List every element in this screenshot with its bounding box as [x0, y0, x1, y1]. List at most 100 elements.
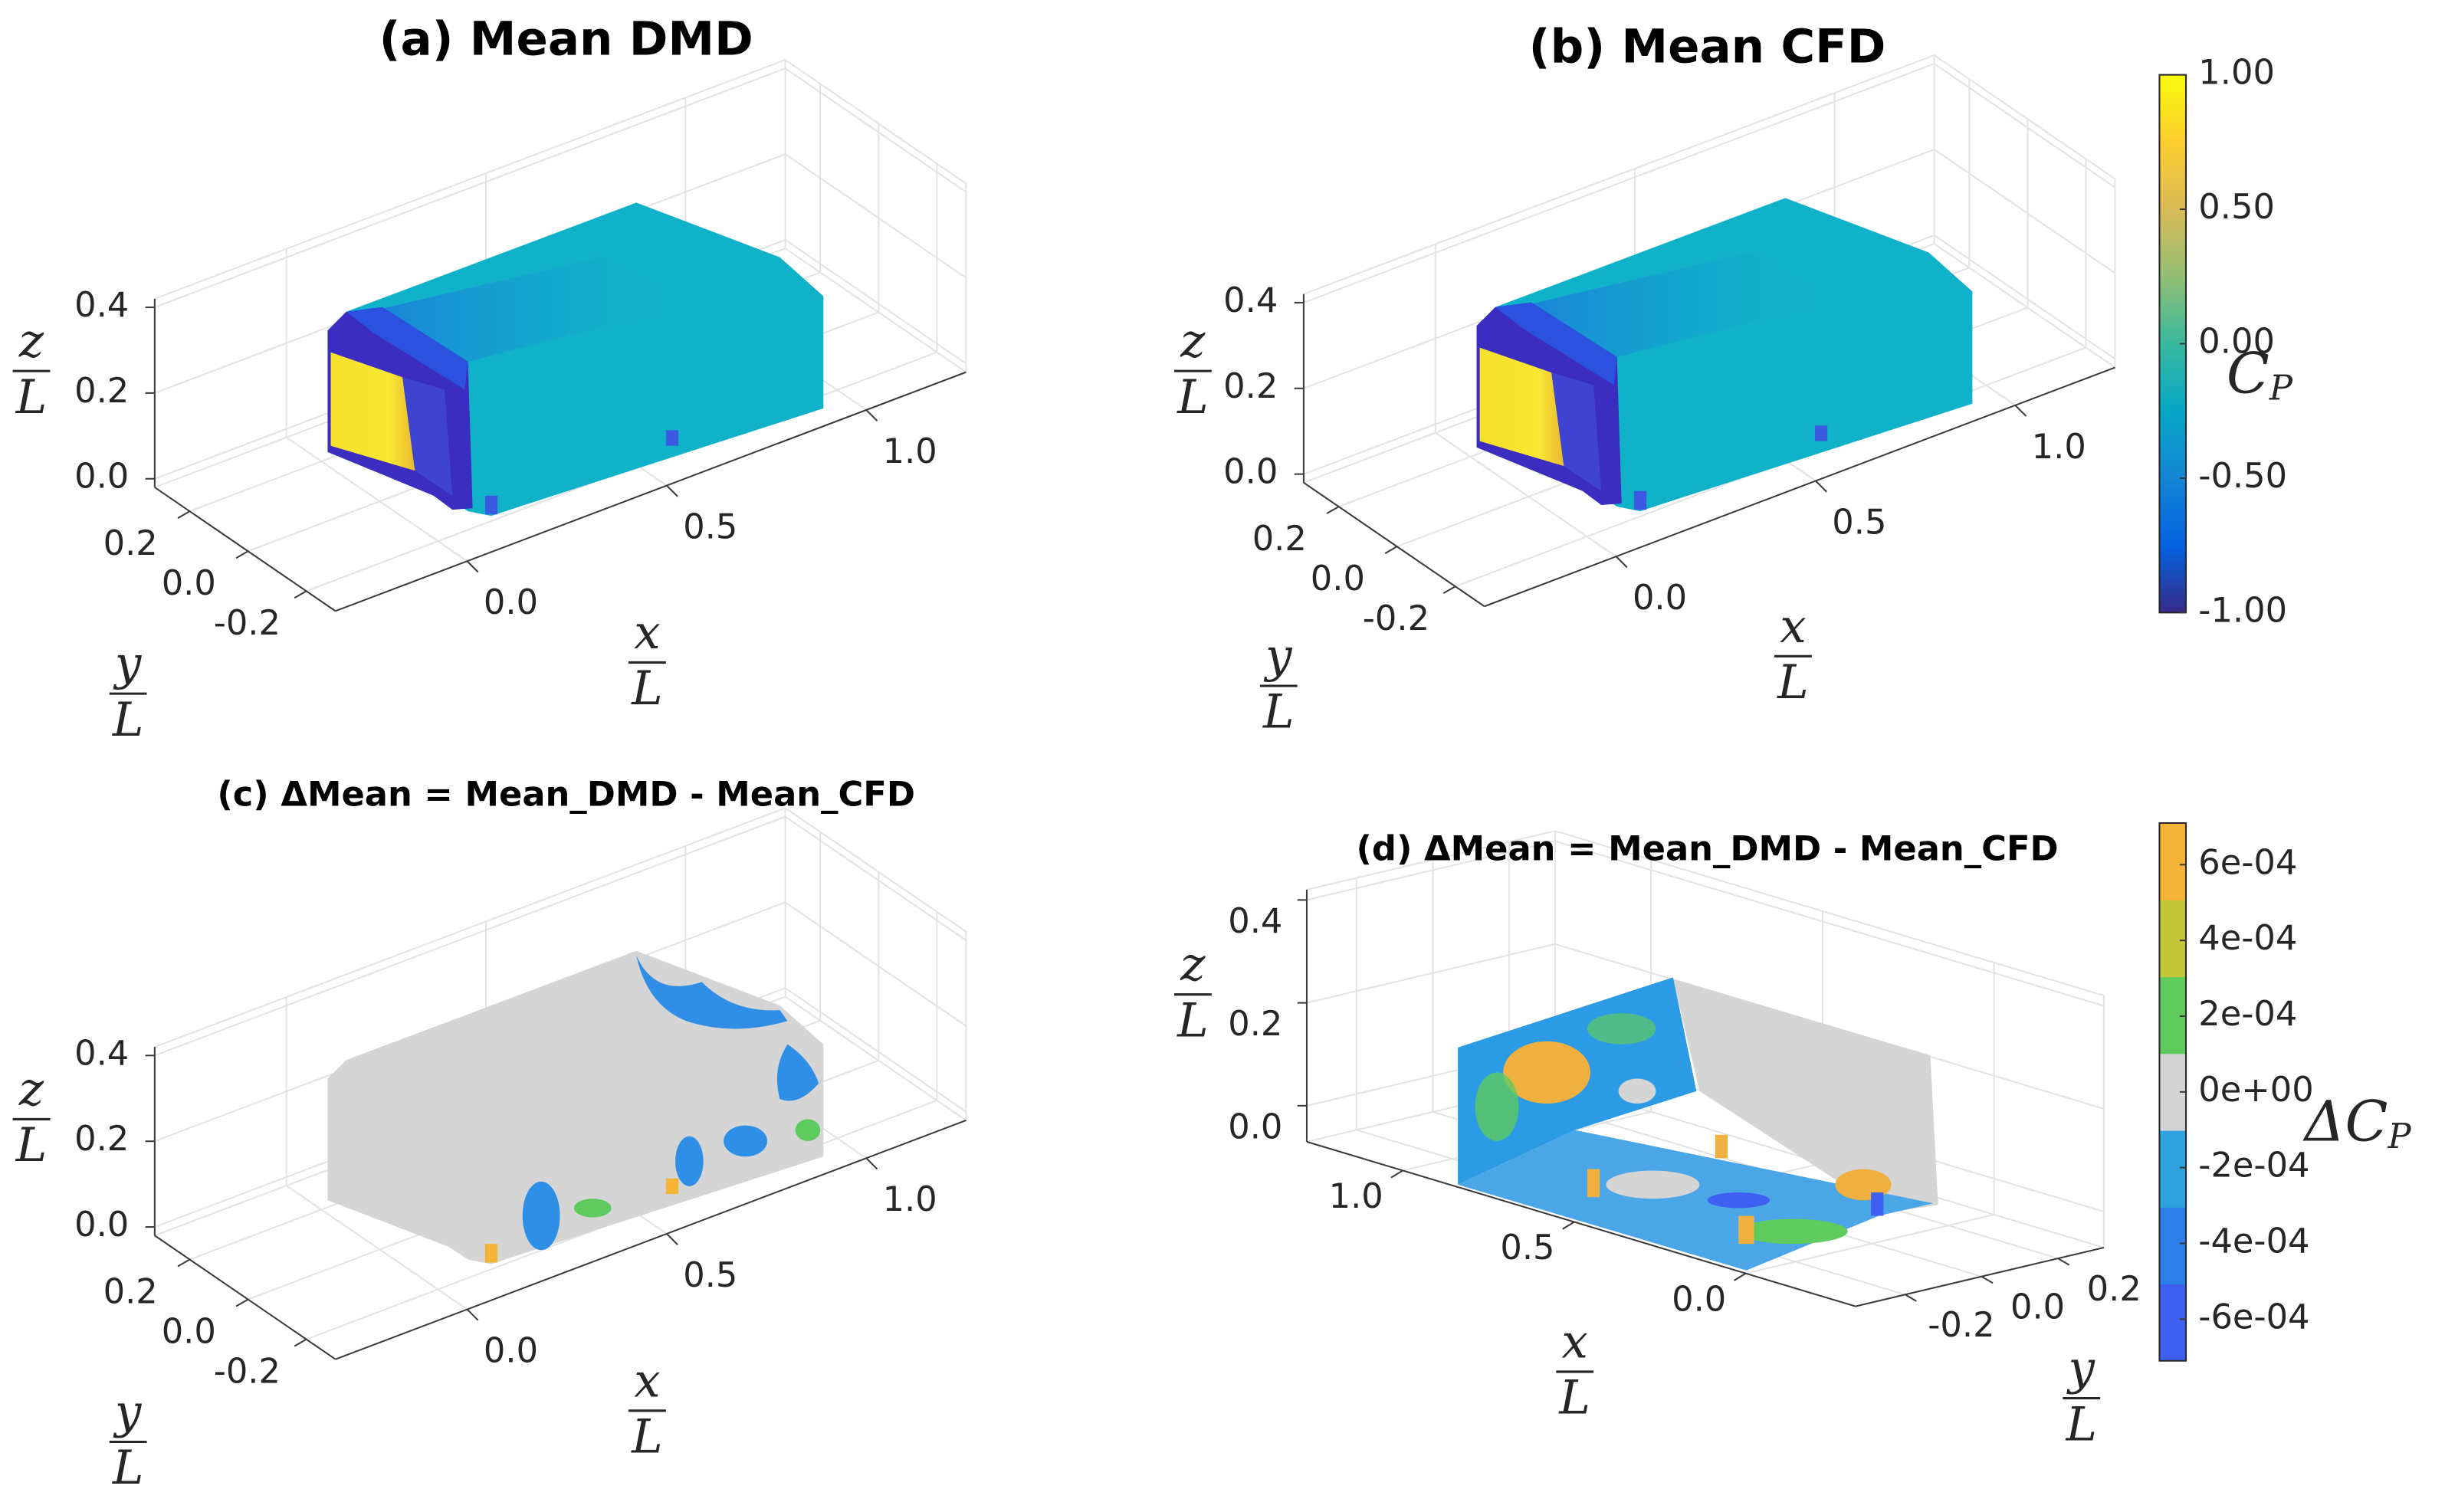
difference-patch	[1475, 1072, 1519, 1141]
y-tick-mark	[177, 510, 191, 520]
axis-label-numerator: x	[1561, 1314, 1587, 1369]
colorbar-tick-label: 0.00	[2198, 321, 2275, 362]
panel-title: (a) Mean DMD	[379, 12, 753, 67]
surface-d	[1458, 977, 1938, 1271]
z-tick-label: 0.4	[1228, 900, 1282, 941]
grid-line	[1434, 244, 1617, 557]
x-tick-label: 0.0	[1633, 577, 1687, 618]
y-tick-label: 0.0	[162, 1310, 216, 1351]
x-axis-line	[1484, 366, 2115, 608]
grid-line	[1303, 63, 2116, 303]
y-tick-label: -0.2	[214, 1350, 281, 1391]
colorbar-tick-label: 0e+00	[2198, 1069, 2313, 1110]
x-tick-label: 0.0	[484, 582, 538, 622]
y-axis-line	[154, 1235, 336, 1360]
grid-line	[1745, 963, 1995, 1274]
y-tick-mark	[1442, 585, 1456, 595]
axis-label-denominator: L	[631, 661, 663, 716]
x-tick-label: 1.0	[883, 431, 937, 471]
x-tick-label: 0.5	[1832, 501, 1886, 542]
difference-patch	[675, 1136, 704, 1186]
x-tick-mark	[1733, 1272, 1747, 1281]
y-tick-label: -0.2	[1928, 1304, 1994, 1345]
axis-label-denominator: L	[15, 370, 48, 425]
z-tick-label: 0.4	[74, 1032, 129, 1073]
leg	[1738, 1215, 1754, 1245]
x-tick-mark	[466, 560, 479, 573]
colorbar-tick-label: 4e-04	[2198, 917, 2297, 958]
x-tick-mark	[666, 484, 678, 497]
colorbar-label-main: ΔC	[2302, 1090, 2388, 1155]
axis-label-denominator: L	[1177, 993, 1209, 1048]
colorbar-tick-label: -2e-04	[2198, 1145, 2309, 1186]
difference-patch	[1587, 1013, 1656, 1045]
leg	[1587, 1169, 1600, 1198]
x-tick-mark	[2014, 405, 2027, 417]
y-tick-label: 0.2	[2087, 1268, 2141, 1309]
axis-label-denominator: L	[112, 1441, 144, 1495]
leg	[1715, 1134, 1728, 1159]
colorbar-band	[2159, 822, 2187, 900]
axis-label-numerator: z	[1180, 937, 1206, 992]
difference-patch	[795, 1119, 821, 1141]
difference-patch	[636, 955, 788, 1029]
x-tick-mark	[466, 1308, 479, 1321]
body-surface	[327, 950, 824, 1264]
grid-line	[1455, 159, 2087, 588]
y-tick-label: 0.0	[162, 562, 216, 603]
colorbar-label-sub: P	[2388, 1115, 2412, 1156]
colorbar-tick-label: -1.00	[2198, 589, 2287, 630]
axis-label-denominator: L	[1777, 655, 1809, 710]
colorbar-tick-label: 6e-04	[2198, 841, 2297, 882]
y-tick-mark	[1384, 546, 1398, 554]
panel-title: (c) ΔMean = Mean_DMD - Mean_CFD	[217, 773, 915, 814]
grid-line	[285, 248, 468, 562]
x-tick-mark	[1815, 480, 1827, 493]
colorbar-band	[2159, 1130, 2187, 1208]
axis-label-denominator: L	[112, 693, 144, 747]
axis-label-numerator: x	[1780, 599, 1806, 654]
y-tick-label: 0.0	[2010, 1286, 2065, 1327]
x-axis-line	[1306, 1140, 1856, 1307]
z-tick-label: 0.0	[1228, 1106, 1282, 1146]
surface-a	[327, 202, 824, 517]
grid-line	[154, 67, 967, 308]
difference-patch	[522, 1181, 560, 1251]
body-surface	[1476, 198, 1973, 512]
axis-label-denominator: L	[631, 1410, 663, 1464]
x-axis-line	[335, 1120, 967, 1360]
y-tick-label: 0.2	[103, 1271, 158, 1311]
y-tick-label: -0.2	[214, 602, 281, 643]
axis-label-numerator: x	[634, 605, 660, 660]
z-tick-label: 0.2	[1228, 1003, 1282, 1044]
y-tick-mark	[235, 550, 249, 559]
leg	[1871, 1192, 1884, 1216]
leg	[665, 1178, 679, 1195]
grid-line	[306, 911, 938, 1340]
colorbar-band	[2159, 976, 2187, 1054]
x-tick-mark	[1390, 1169, 1403, 1179]
y-tick-mark	[2057, 1258, 2070, 1266]
axis-label-numerator: z	[18, 314, 44, 369]
x-tick-label: 0.5	[683, 1255, 737, 1295]
colorbar-tick-label: -4e-04	[2198, 1221, 2309, 1261]
colorbar-tick-label: 0.50	[2198, 186, 2275, 227]
leg	[484, 1244, 498, 1263]
difference-patch	[1707, 1192, 1770, 1209]
colorbar-label-sub: P	[2269, 367, 2293, 408]
axis-label-numerator: x	[634, 1353, 660, 1408]
grid-line	[1306, 840, 2105, 1007]
colorbar-band	[2159, 1207, 2187, 1285]
colorbar-label: CP	[2227, 341, 2293, 408]
grid-line	[285, 997, 468, 1310]
axis-label-numerator: y	[2066, 1341, 2096, 1396]
grid-line	[306, 163, 938, 592]
y-tick-label: -0.2	[1363, 598, 1429, 638]
grid-line	[154, 815, 967, 1057]
difference-patch	[1618, 1078, 1656, 1104]
x-axis-line	[335, 371, 967, 612]
x-tick-label: 1.0	[2032, 426, 2086, 467]
axis-label-numerator: y	[113, 1385, 143, 1439]
difference-patch	[1503, 1041, 1591, 1104]
